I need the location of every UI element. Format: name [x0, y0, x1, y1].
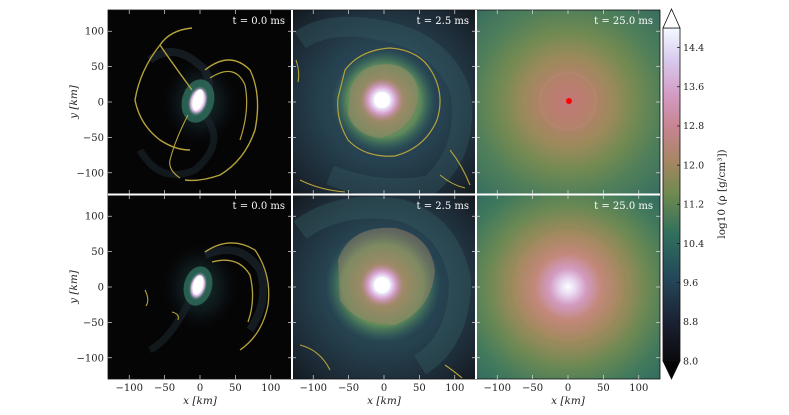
- x-axis-label-col0: x [km]: [183, 395, 218, 407]
- colorbar-label: log10 (ρ [g/cm³]): [716, 149, 728, 238]
- x-tick-label: 100: [261, 383, 280, 394]
- panel-bottom-25ms: [476, 195, 660, 379]
- colorbar-tick-label: 8.8: [683, 317, 698, 328]
- time-label-bottom-0: t = 0.0 ms: [233, 201, 285, 212]
- colorbar-extend-bottom: [662, 360, 681, 380]
- colorbar-tick-label: 12.0: [683, 160, 704, 171]
- center-marker: [566, 98, 572, 104]
- panel-bottom-0ms: [108, 195, 292, 379]
- y-tick-label: 0: [98, 98, 104, 109]
- x-tick-label: −50: [338, 383, 359, 394]
- colorbar-tick-label: 13.6: [683, 82, 704, 93]
- panel-separators: [108, 10, 660, 379]
- x-tick-label: −100: [483, 383, 510, 394]
- colorbar-tick-label: 10.4: [683, 239, 704, 250]
- colorbar-tick-label: 14.4: [683, 43, 704, 54]
- panel-bottom-2p5ms: [292, 195, 476, 379]
- colorbar-tick-label: 12.8: [683, 121, 704, 132]
- y-tick-label: 100: [85, 27, 104, 38]
- colorbar-ticks: 14.4 13.6 12.8 12.0 11.2 10.4 9.6 8.8 8.0: [677, 43, 704, 367]
- y-tick-label: −100: [77, 353, 104, 364]
- x-tick-label: 100: [445, 383, 464, 394]
- x-tick-label: 0: [565, 383, 571, 394]
- x-tick-label: 100: [629, 383, 648, 394]
- time-label-top-1: t = 2.5 ms: [417, 16, 469, 27]
- panel-top-25ms: [476, 10, 660, 194]
- colorbar-tick-label: 11.2: [683, 200, 704, 211]
- colorbar: 14.4 13.6 12.8 12.0 11.2 10.4 9.6 8.8 8.0 log10 …: [662, 8, 728, 380]
- density-contour: [134, 27, 259, 182]
- y-tick-label: 50: [91, 247, 104, 258]
- time-label-top-0: t = 0.0 ms: [233, 16, 285, 27]
- x-axis-label-col1: x [km]: [367, 395, 402, 407]
- x-tick-label: 50: [597, 383, 610, 394]
- panel-top-0ms: [108, 10, 292, 194]
- x-tick-label: −100: [115, 383, 142, 394]
- time-label-bottom-1: t = 2.5 ms: [417, 201, 469, 212]
- x-tick-label: −100: [299, 383, 326, 394]
- panel-top-2p5ms: [292, 10, 476, 199]
- y-axis-label-row1: y [km]: [68, 269, 80, 305]
- x-tick-label: 0: [381, 383, 387, 394]
- time-label-bottom-2: t = 25.0 ms: [594, 201, 653, 212]
- y-tick-label: −50: [83, 318, 104, 329]
- y-tick-label: −100: [77, 168, 104, 179]
- axis-ticks: −100 −50 0 50 100 −100 −50 0 50 100 −100 −50 0 50 100 1…: [77, 10, 660, 394]
- x-tick-label: 0: [197, 383, 203, 394]
- x-tick-label: 50: [413, 383, 426, 394]
- density-contour: [204, 242, 270, 351]
- y-tick-label: 50: [91, 62, 104, 73]
- density-contour: [299, 344, 463, 379]
- density-contour: [337, 47, 441, 157]
- colorbar-tick-label: 8.0: [683, 356, 698, 367]
- colorbar-extend-top: [662, 8, 681, 29]
- y-tick-label: 0: [98, 283, 104, 294]
- time-label-top-2: t = 25.0 ms: [594, 16, 653, 27]
- colorbar-tick-label: 9.6: [683, 278, 698, 289]
- x-axis-label-col2: x [km]: [551, 395, 586, 407]
- y-tick-label: −50: [83, 133, 104, 144]
- y-axis-label-row0: y [km]: [68, 84, 80, 120]
- y-tick-label: 100: [85, 212, 104, 223]
- x-tick-label: −50: [522, 383, 543, 394]
- x-tick-label: −50: [154, 383, 175, 394]
- x-tick-label: 50: [229, 383, 242, 394]
